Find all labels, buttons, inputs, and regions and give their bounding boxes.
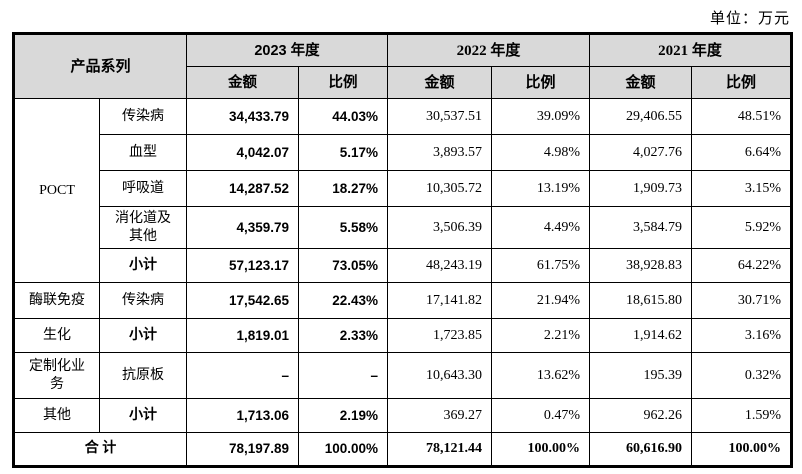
cell-ratio-2022: 39.09% — [491, 98, 590, 135]
header-year-2022: 2022 年度 — [387, 33, 590, 67]
cell-ratio-2023: 18.27% — [298, 170, 388, 207]
cell-amount-2022: 3,506.39 — [387, 206, 492, 249]
table-row-total: 合 计 78,197.89 100.00% 78,121.44 100.00% … — [13, 432, 792, 467]
cell-amount-2023: 34,433.79 — [186, 98, 299, 135]
cell-subcategory: 血型 — [99, 134, 187, 171]
cell-ratio-2022: 4.49% — [491, 206, 590, 249]
cell-ratio-2022: 0.47% — [491, 398, 590, 433]
cell-amount-2023: 4,042.07 — [186, 134, 299, 171]
cell-ratio-2023: 22.43% — [298, 282, 388, 319]
cell-total-amount-2022: 78,121.44 — [387, 432, 492, 467]
cell-ratio-2021: 48.51% — [691, 98, 792, 135]
cell-amount-2021: 1,914.62 — [589, 318, 692, 353]
cell-ratio-2022: 21.94% — [491, 282, 590, 319]
cell-subtotal-label: 小计 — [99, 398, 187, 433]
unit-label: 单位：万元 — [709, 11, 790, 27]
cell-amount-2023: 1,819.01 — [186, 318, 299, 353]
cell-amount-2021: 38,928.83 — [589, 248, 692, 283]
cell-amount-2021: 3,584.79 — [589, 206, 692, 249]
cell-amount-2021: 18,615.80 — [589, 282, 692, 319]
cell-subtotal-label: 小计 — [99, 318, 187, 353]
cell-total-amount-2023: 78,197.89 — [186, 432, 299, 467]
cell-total-ratio-2021: 100.00% — [691, 432, 792, 467]
cell-amount-2023: 57,123.17 — [186, 248, 299, 283]
cell-amount-2022: 30,537.51 — [387, 98, 492, 135]
cell-ratio-2021: 3.16% — [691, 318, 792, 353]
cell-group-biochem: 生化 — [13, 318, 100, 353]
cell-amount-2022: 1,723.85 — [387, 318, 492, 353]
cell-ratio-2022: 4.98% — [491, 134, 590, 171]
cell-ratio-2023: 5.17% — [298, 134, 388, 171]
header-amount-2023: 金额 — [186, 66, 299, 99]
cell-amount-2022: 369.27 — [387, 398, 492, 433]
cell-amount-2022: 10,643.30 — [387, 352, 492, 399]
cell-amount-2021: 29,406.55 — [589, 98, 692, 135]
cell-total-ratio-2022: 100.00% — [491, 432, 590, 467]
table-row: 血型 4,042.07 5.17% 3,893.57 4.98% 4,027.7… — [14, 134, 792, 171]
cell-total-ratio-2023: 100.00% — [298, 432, 388, 467]
cell-group-poct: POCT — [13, 98, 100, 283]
cell-ratio-2021: 0.32% — [691, 352, 792, 399]
header-amount-2022: 金额 — [387, 66, 492, 99]
cell-ratio-2022: 61.75% — [491, 248, 590, 283]
header-ratio-2022: 比例 — [491, 66, 590, 99]
cell-amount-2023: 17,542.65 — [186, 282, 299, 319]
table-row: 消化道及其他 4,359.79 5.58% 3,506.39 4.49% 3,5… — [14, 206, 792, 249]
cell-subcategory: 传染病 — [99, 282, 187, 319]
product-series-table: 产品系列 2023 年度 2022 年度 2021 年度 金额 比例 金额 比例… — [12, 32, 793, 468]
cell-subcategory: 传染病 — [99, 98, 187, 135]
table-row: 酶联免疫 传染病 17,542.65 22.43% 17,141.82 21.9… — [13, 282, 792, 319]
cell-amount-2021: 1,909.73 — [589, 170, 692, 207]
cell-group-elisa: 酶联免疫 — [13, 282, 100, 319]
cell-subcategory: 消化道及其他 — [99, 206, 187, 249]
cell-ratio-2021: 6.64% — [691, 134, 792, 171]
cell-ratio-2023: 2.19% — [298, 398, 388, 433]
cell-ratio-2023: 44.03% — [298, 98, 388, 135]
cell-ratio-2023: – — [298, 352, 388, 399]
cell-group-other: 其他 — [13, 398, 100, 433]
cell-ratio-2021: 1.59% — [691, 398, 792, 433]
table-row: 定制化业务 抗原板 – – 10,643.30 13.62% 195.39 0.… — [13, 352, 792, 399]
cell-amount-2022: 3,893.57 — [387, 134, 492, 171]
cell-subcategory: 呼吸道 — [99, 170, 187, 207]
cell-ratio-2023: 5.58% — [298, 206, 388, 249]
cell-ratio-2022: 2.21% — [491, 318, 590, 353]
header-amount-2021: 金额 — [589, 66, 692, 99]
cell-ratio-2021: 5.92% — [691, 206, 792, 249]
cell-amount-2021: 962.26 — [589, 398, 692, 433]
header-product-series: 产品系列 — [13, 33, 187, 99]
cell-group-custom: 定制化业务 — [13, 352, 100, 399]
cell-amount-2023: 14,287.52 — [186, 170, 299, 207]
cell-amount-2022: 48,243.19 — [387, 248, 492, 283]
header-year-2023: 2023 年度 — [186, 33, 388, 67]
cell-ratio-2022: 13.19% — [491, 170, 590, 207]
cell-total-label: 合 计 — [13, 432, 187, 467]
cell-subcategory: 抗原板 — [99, 352, 187, 399]
cell-ratio-2022: 13.62% — [491, 352, 590, 399]
cell-subtotal-label: 小计 — [99, 248, 187, 283]
cell-ratio-2023: 73.05% — [298, 248, 388, 283]
header-row-years: 产品系列 2023 年度 2022 年度 2021 年度 — [13, 33, 792, 99]
cell-total-amount-2021: 60,616.90 — [589, 432, 692, 467]
cell-amount-2022: 10,305.72 — [387, 170, 492, 207]
cell-amount-2023: 4,359.79 — [186, 206, 299, 249]
header-ratio-2023: 比例 — [298, 66, 388, 99]
table-row: 呼吸道 14,287.52 18.27% 10,305.72 13.19% 1,… — [14, 170, 792, 207]
cell-amount-2021: 195.39 — [589, 352, 692, 399]
cell-amount-2023: 1,713.06 — [186, 398, 299, 433]
table-row-subtotal: 其他 小计 1,713.06 2.19% 369.27 0.47% 962.26… — [13, 398, 792, 433]
cell-ratio-2021: 64.22% — [691, 248, 792, 283]
cell-amount-2023: – — [186, 352, 299, 399]
cell-ratio-2021: 30.71% — [691, 282, 792, 319]
header-year-2021: 2021 年度 — [589, 33, 792, 67]
cell-ratio-2021: 3.15% — [691, 170, 792, 207]
cell-amount-2021: 4,027.76 — [589, 134, 692, 171]
cell-amount-2022: 17,141.82 — [387, 282, 492, 319]
table-row-subtotal: 小计 57,123.17 73.05% 48,243.19 61.75% 38,… — [14, 248, 792, 283]
header-ratio-2021: 比例 — [691, 66, 792, 99]
cell-ratio-2023: 2.33% — [298, 318, 388, 353]
table-row: POCT 传染病 34,433.79 44.03% 30,537.51 39.0… — [13, 98, 792, 283]
table-row-subtotal: 生化 小计 1,819.01 2.33% 1,723.85 2.21% 1,91… — [13, 318, 792, 353]
header-row-columns: 金额 比例 金额 比例 金额 比例 — [14, 66, 792, 99]
